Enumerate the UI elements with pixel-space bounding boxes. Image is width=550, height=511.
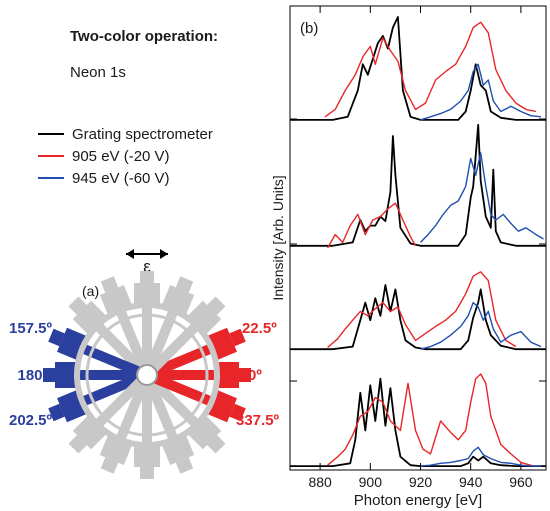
detector-tube-0 xyxy=(157,370,215,380)
legend-label-945: 945 eV (-60 V) xyxy=(72,169,170,187)
series-2-panel-3-line xyxy=(420,446,541,467)
detector-tube-5 xyxy=(116,310,148,368)
detector-body-4 xyxy=(134,283,160,307)
series-0-panel-2-line xyxy=(290,284,546,351)
angle-label-22-5: 22.5º xyxy=(242,320,277,337)
detector-cap-0 xyxy=(239,368,251,382)
series-1-panel-1-line xyxy=(326,202,417,249)
detector-cap-5 xyxy=(100,276,119,293)
angle-label-157-5: 157.5º xyxy=(9,320,53,337)
detector-10 xyxy=(68,378,144,454)
detector-body-14 xyxy=(185,413,222,450)
x-tick-label-940: 940 xyxy=(459,474,483,490)
x-tick-label-900: 900 xyxy=(359,474,383,490)
angle-label-337-5: 337.5º xyxy=(236,412,280,429)
angle-label-0: 0º xyxy=(248,367,262,384)
detector-cap-13 xyxy=(175,457,194,474)
series-2-panel-1-line xyxy=(419,152,544,243)
polarization-arrowhead-left xyxy=(126,249,134,259)
detector-tube-4 xyxy=(142,307,152,365)
series-2-panel-0-line xyxy=(420,63,542,121)
legend-entry-945: 945 eV (-60 V) xyxy=(38,168,170,188)
detector-cap-3 xyxy=(175,276,194,293)
detector-tube-8 xyxy=(79,370,137,380)
x-axis-label: Photon energy [eV] xyxy=(354,492,482,509)
detector-cap-6 xyxy=(68,296,87,315)
detector-cap-11 xyxy=(100,457,119,474)
detector-2 xyxy=(150,296,226,372)
y-axis-label: Intensity [Arb. Units] xyxy=(270,175,286,300)
detector-tube-13 xyxy=(146,382,178,440)
detector-body-2 xyxy=(185,300,222,337)
detector-tube-15 xyxy=(154,374,212,406)
detector-6 xyxy=(68,296,144,372)
detector-cap-2 xyxy=(207,296,226,315)
detector-tube-2 xyxy=(150,323,199,372)
detector-14 xyxy=(150,378,226,454)
detector-cap-1 xyxy=(229,328,246,347)
x-tick-label-960: 960 xyxy=(509,474,533,490)
series-0-panel-3-line xyxy=(290,377,546,468)
detector-body-6 xyxy=(72,300,109,337)
interaction-point xyxy=(136,364,158,386)
detector-cap-8 xyxy=(43,368,55,382)
legend-entry-905: 905 eV (-20 V) xyxy=(38,146,170,166)
detector-tube-1 xyxy=(154,344,212,376)
polarization-symbol: ε xyxy=(143,257,151,276)
detector-tube-12 xyxy=(142,385,152,443)
detector-cap-7 xyxy=(48,328,65,347)
x-tick-label-880: 880 xyxy=(308,474,332,490)
series-0-panel-0-line xyxy=(290,16,546,121)
detector-cap-15 xyxy=(229,403,246,422)
detector-tube-3 xyxy=(146,310,178,368)
x-tick-label-920: 920 xyxy=(409,474,433,490)
plot-frame xyxy=(289,5,547,471)
angle-label-202-5: 202.5º xyxy=(9,412,53,429)
detector-tube-14 xyxy=(150,378,199,427)
series-1-panel-0-line xyxy=(324,21,537,118)
detector-cap-12 xyxy=(140,467,154,479)
detector-12 xyxy=(134,385,160,479)
series-2-panel-2-line xyxy=(420,301,542,350)
legend-label-905: 905 eV (-20 V) xyxy=(72,147,170,165)
detector-4 xyxy=(134,271,160,365)
detector-body-10 xyxy=(72,413,109,450)
detector-cap-14 xyxy=(207,435,226,454)
detector-cap-10 xyxy=(68,435,87,454)
chamber-ring-outer xyxy=(74,302,220,448)
diagram-panel-label: (a) xyxy=(82,283,99,299)
detector-tube-10 xyxy=(95,378,144,427)
legend-label-grating: Grating spectrometer xyxy=(72,125,213,143)
polarization-arrowhead-right xyxy=(160,249,168,259)
series-0-panel-1-line xyxy=(290,123,546,247)
series-1-panel-3-line xyxy=(327,373,534,467)
chamber-ring-inner xyxy=(85,313,209,437)
legend-swatch-905 xyxy=(38,155,64,157)
detector-body-12 xyxy=(134,443,160,467)
angle-label-180: 180º xyxy=(17,367,48,384)
detector-tube-11 xyxy=(116,382,148,440)
legend-entry-grating: Grating spectrometer xyxy=(38,124,213,144)
legend-swatch-945 xyxy=(38,177,64,179)
detector-tube-6 xyxy=(95,323,144,372)
detector-tube-7 xyxy=(82,344,140,376)
detector-cap-9 xyxy=(48,403,65,422)
legend-swatch-grating xyxy=(38,133,64,135)
figure-title: Two-color operation: xyxy=(70,28,219,45)
chart-panel-label: (b) xyxy=(300,20,318,37)
series-1-panel-2-line xyxy=(327,271,517,349)
figure-subtitle: Neon 1s xyxy=(70,64,126,81)
detector-tube-9 xyxy=(82,374,140,406)
detector-cap-4 xyxy=(140,271,154,283)
